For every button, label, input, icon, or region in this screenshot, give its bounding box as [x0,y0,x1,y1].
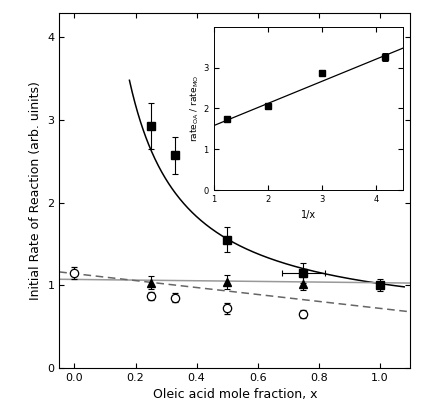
X-axis label: Oleic acid mole fraction, x: Oleic acid mole fraction, x [153,388,317,401]
Y-axis label: Initial Rate of Reaction (arb. uinits): Initial Rate of Reaction (arb. uinits) [29,81,42,300]
